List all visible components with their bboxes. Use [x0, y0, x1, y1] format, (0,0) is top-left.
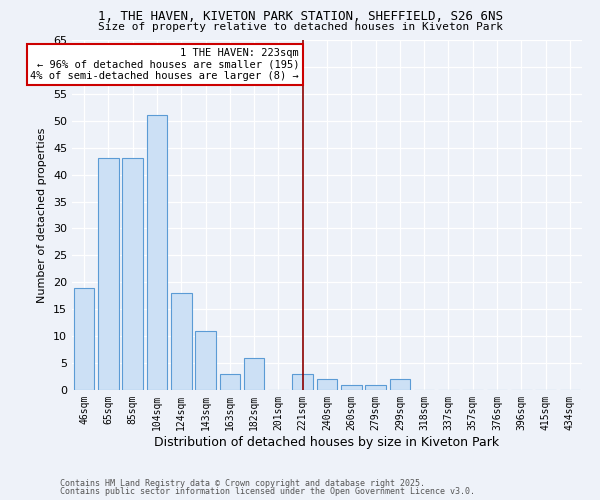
Bar [341, 384, 362, 390]
Bar [220, 374, 240, 390]
Bar [389, 379, 410, 390]
Bar [365, 384, 386, 390]
Bar [317, 379, 337, 390]
Bar [171, 293, 191, 390]
Y-axis label: Number of detached properties: Number of detached properties [37, 128, 47, 302]
X-axis label: Distribution of detached houses by size in Kiveton Park: Distribution of detached houses by size … [154, 436, 500, 448]
Text: Contains public sector information licensed under the Open Government Licence v3: Contains public sector information licen… [60, 487, 475, 496]
Bar [74, 288, 94, 390]
Bar [244, 358, 265, 390]
Bar [122, 158, 143, 390]
Bar [146, 116, 167, 390]
Bar [195, 331, 216, 390]
Text: 1, THE HAVEN, KIVETON PARK STATION, SHEFFIELD, S26 6NS: 1, THE HAVEN, KIVETON PARK STATION, SHEF… [97, 10, 503, 23]
Bar [98, 158, 119, 390]
Text: 1 THE HAVEN: 223sqm
← 96% of detached houses are smaller (195)
4% of semi-detach: 1 THE HAVEN: 223sqm ← 96% of detached ho… [31, 48, 299, 82]
Text: Contains HM Land Registry data © Crown copyright and database right 2025.: Contains HM Land Registry data © Crown c… [60, 478, 425, 488]
Text: Size of property relative to detached houses in Kiveton Park: Size of property relative to detached ho… [97, 22, 503, 32]
Bar [292, 374, 313, 390]
